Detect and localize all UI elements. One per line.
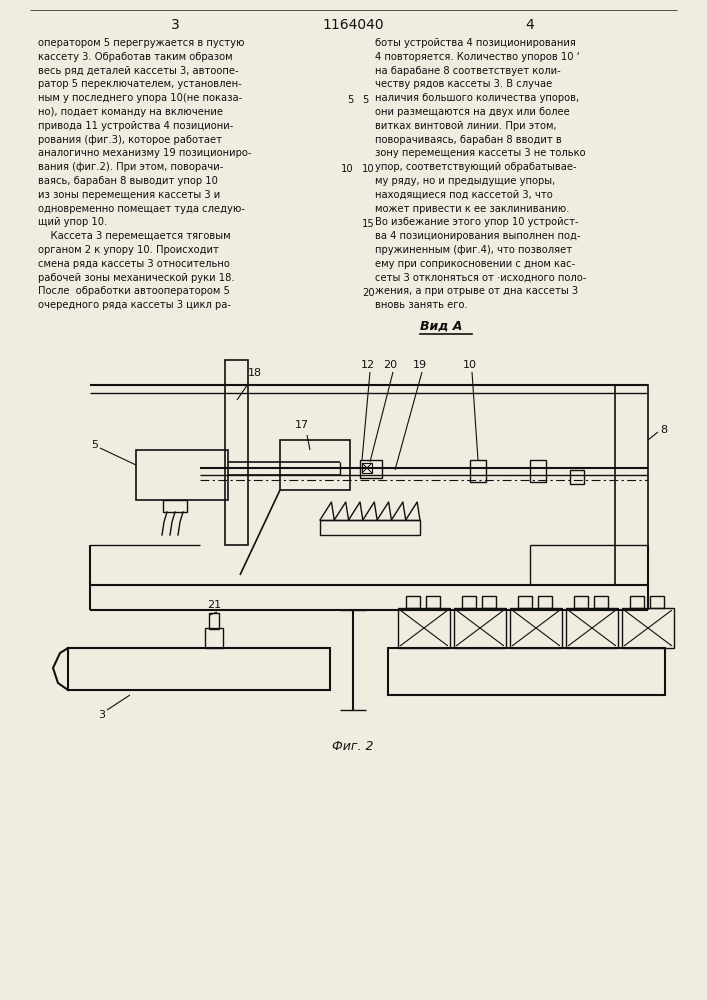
Text: зону перемещения кассеты 3 не только: зону перемещения кассеты 3 не только [375, 148, 585, 158]
Text: органом 2 к упору 10. Происходит: органом 2 к упору 10. Происходит [38, 245, 219, 255]
Text: 10: 10 [463, 360, 477, 370]
Bar [388, 648, 665, 695]
Bar [136, 450, 228, 500]
Text: боты устройства 4 позиционирования: боты устройства 4 позиционирования [375, 38, 576, 48]
Bar [650, 596, 664, 608]
Text: ему при соприкосновении с дном кас-: ему при соприкосновении с дном кас- [375, 259, 575, 269]
Text: пружиненным (фиг.4), что позволяет: пружиненным (фиг.4), что позволяет [375, 245, 572, 255]
Text: оператором 5 перегружается в пустую: оператором 5 перегружается в пустую [38, 38, 245, 48]
Bar [510, 608, 562, 648]
Text: поворачиваясь, барабан 8 вводит в: поворачиваясь, барабан 8 вводит в [375, 135, 562, 145]
Text: очередного ряда кассеты 3 цикл ра-: очередного ряда кассеты 3 цикл ра- [38, 300, 231, 310]
Bar [406, 596, 420, 608]
Text: 3: 3 [170, 18, 180, 32]
Bar [482, 596, 496, 608]
Text: вания (фиг.2). При этом, поворачи-: вания (фиг.2). При этом, поворачи- [38, 162, 223, 172]
Bar [398, 608, 450, 648]
Bar [538, 596, 552, 608]
Text: 12: 12 [361, 360, 375, 370]
Text: 4: 4 [525, 18, 534, 32]
Text: кассету 3. Обработав таким образом: кассету 3. Обработав таким образом [38, 52, 233, 62]
Text: рабочей зоны механической руки 18.: рабочей зоны механической руки 18. [38, 273, 235, 283]
Text: жения, а при отрыве от дна кассеты 3: жения, а при отрыве от дна кассеты 3 [375, 286, 578, 296]
Bar [570, 470, 584, 484]
Text: 15: 15 [362, 219, 375, 229]
Text: 5: 5 [348, 95, 354, 105]
Text: может привести к ее заклиниванию.: может привести к ее заклиниванию. [375, 204, 570, 214]
Text: 20: 20 [383, 360, 397, 370]
Text: 1164040: 1164040 [322, 18, 384, 32]
Bar [530, 460, 546, 482]
Text: 10: 10 [362, 164, 375, 174]
Text: 5: 5 [362, 95, 368, 105]
Bar [426, 596, 440, 608]
Bar [362, 463, 372, 473]
Text: ным у последнего упора 10(не показа-: ным у последнего упора 10(не показа- [38, 93, 243, 103]
Bar [360, 460, 382, 478]
Text: Фиг. 2: Фиг. 2 [332, 740, 374, 753]
Bar [209, 613, 219, 629]
Text: Кассета 3 перемещается тяговым: Кассета 3 перемещается тяговым [38, 231, 230, 241]
Text: 3: 3 [98, 710, 105, 720]
Text: 17: 17 [295, 420, 309, 430]
Bar [320, 520, 420, 535]
Bar [205, 628, 223, 648]
Text: смена ряда кассеты 3 относительно: смена ряда кассеты 3 относительно [38, 259, 230, 269]
Text: 21: 21 [207, 600, 221, 610]
Bar [225, 360, 248, 545]
Text: После  обработки автооператором 5: После обработки автооператором 5 [38, 286, 230, 296]
Text: находящиеся под кассетой 3, что: находящиеся под кассетой 3, что [375, 190, 553, 200]
Bar [594, 596, 608, 608]
Text: сеты 3 отклоняться от ·исходного поло-: сеты 3 отклоняться от ·исходного поло- [375, 273, 586, 283]
Text: из зоны перемещения кассеты 3 и: из зоны перемещения кассеты 3 и [38, 190, 221, 200]
Text: 20: 20 [362, 288, 375, 298]
Text: честву рядов кассеты 3. В случае: честву рядов кассеты 3. В случае [375, 79, 552, 89]
Text: ва 4 позиционирования выполнен под-: ва 4 позиционирования выполнен под- [375, 231, 580, 241]
Text: они размещаются на двух или более: они размещаются на двух или более [375, 107, 570, 117]
Bar [163, 500, 187, 512]
Text: му ряду, но и предыдущие упоры,: му ряду, но и предыдущие упоры, [375, 176, 555, 186]
Text: упор, соответствующий обрабатывае-: упор, соответствующий обрабатывае- [375, 162, 577, 172]
Bar [630, 596, 644, 608]
Bar [462, 596, 476, 608]
Text: 8: 8 [660, 425, 667, 435]
Text: Вид A: Вид A [420, 320, 462, 333]
Text: щий упор 10.: щий упор 10. [38, 217, 107, 227]
Text: на барабане 8 соответствует коли-: на барабане 8 соответствует коли- [375, 66, 561, 76]
Text: весь ряд деталей кассеты 3, автоопе-: весь ряд деталей кассеты 3, автоопе- [38, 66, 239, 76]
Text: аналогично механизму 19 позициониро-: аналогично механизму 19 позициониро- [38, 148, 252, 158]
Text: ратор 5 переключателем, установлен-: ратор 5 переключателем, установлен- [38, 79, 242, 89]
Text: 18: 18 [248, 368, 262, 378]
Bar [574, 596, 588, 608]
Bar [518, 596, 532, 608]
Bar [454, 608, 506, 648]
Text: но), подает команду на включение: но), подает команду на включение [38, 107, 223, 117]
Bar [615, 385, 648, 585]
Text: наличия большого количества упоров,: наличия большого количества упоров, [375, 93, 579, 103]
Text: привода 11 устройства 4 позициони-: привода 11 устройства 4 позициони- [38, 121, 233, 131]
Bar [622, 608, 674, 648]
Text: вновь занять его.: вновь занять его. [375, 300, 468, 310]
Bar [470, 460, 486, 482]
Text: рования (фиг.3), которое работает: рования (фиг.3), которое работает [38, 135, 222, 145]
Bar [68, 648, 330, 690]
Text: ваясь, барабан 8 выводит упор 10: ваясь, барабан 8 выводит упор 10 [38, 176, 218, 186]
Text: витках винтовой линии. При этом,: витках винтовой линии. При этом, [375, 121, 556, 131]
Text: 10: 10 [341, 164, 354, 174]
Text: Во избежание этого упор 10 устройст-: Во избежание этого упор 10 устройст- [375, 217, 578, 227]
Text: 4 повторяется. Количество упоров 10 ‘: 4 повторяется. Количество упоров 10 ‘ [375, 52, 580, 62]
Bar [280, 440, 350, 490]
Text: одновременно помещает туда следую-: одновременно помещает туда следую- [38, 204, 245, 214]
Text: 5: 5 [91, 440, 98, 450]
Text: 19: 19 [413, 360, 427, 370]
Bar [566, 608, 618, 648]
